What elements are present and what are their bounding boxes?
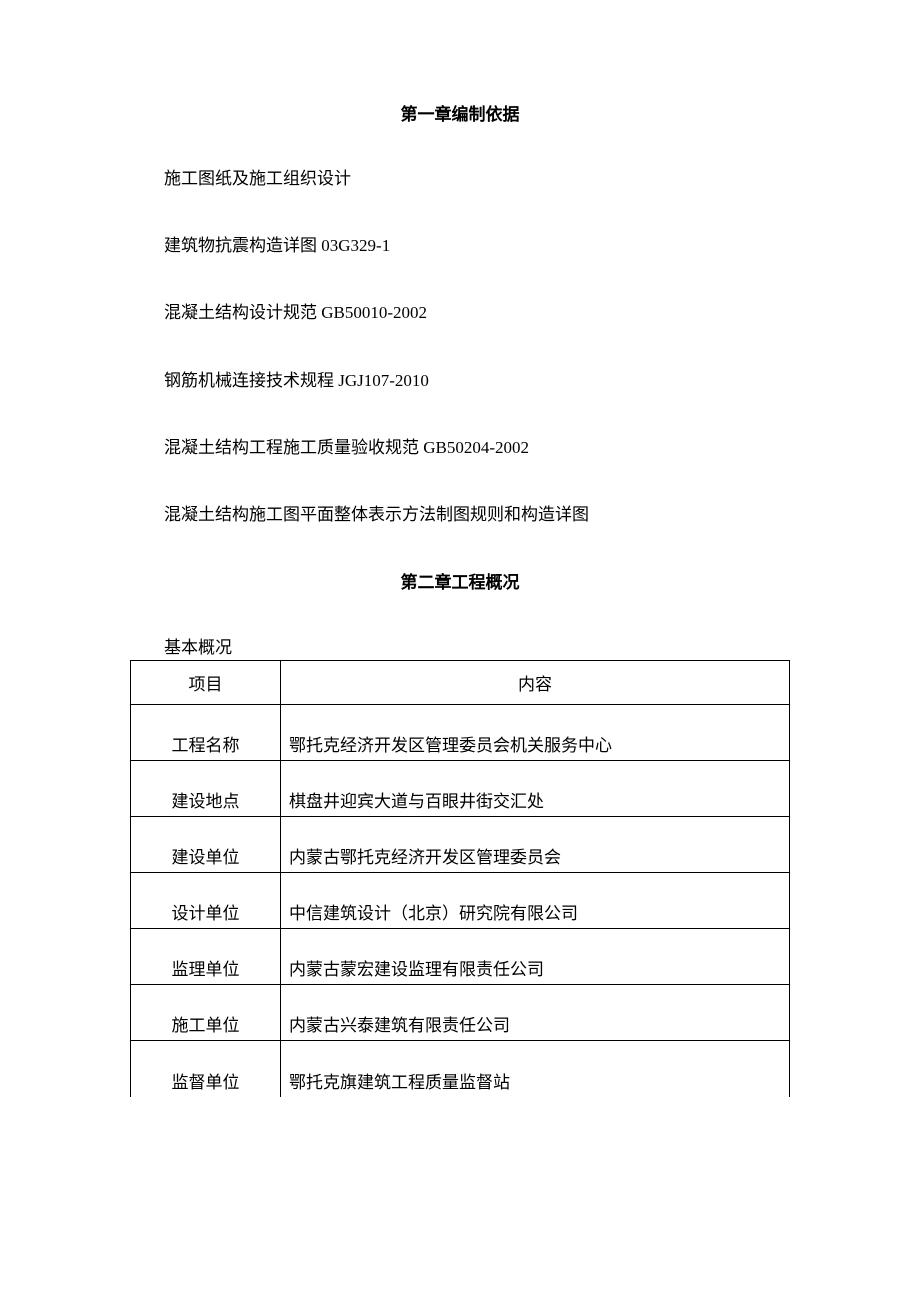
row-label: 建设单位 bbox=[131, 817, 281, 873]
row-label: 监督单位 bbox=[131, 1041, 281, 1097]
row-content: 内蒙古兴泰建筑有限责任公司 bbox=[281, 985, 790, 1041]
table-row: 建设地点 棋盘井迎宾大道与百眼井街交汇处 bbox=[131, 761, 790, 817]
table-header-col1: 项目 bbox=[131, 661, 281, 705]
table-row: 监理单位 内蒙古蒙宏建设监理有限责任公司 bbox=[131, 929, 790, 985]
row-content: 中信建筑设计（北京）研究院有限公司 bbox=[281, 873, 790, 929]
row-label: 施工单位 bbox=[131, 985, 281, 1041]
table-row: 工程名称 鄂托克经济开发区管理委员会机关服务中心 bbox=[131, 705, 790, 761]
project-info-table: 项目 内容 工程名称 鄂托克经济开发区管理委员会机关服务中心 建设地点 棋盘井迎… bbox=[130, 660, 790, 1097]
table-header-col2: 内容 bbox=[281, 661, 790, 705]
row-content: 棋盘井迎宾大道与百眼井街交汇处 bbox=[281, 761, 790, 817]
row-label: 工程名称 bbox=[131, 705, 281, 761]
table-header-row: 项目 内容 bbox=[131, 661, 790, 705]
row-label: 监理单位 bbox=[131, 929, 281, 985]
basis-line-4: 钢筋机械连接技术规程 JGJ107-2010 bbox=[130, 367, 790, 394]
basis-line-2: 建筑物抗震构造详图 03G329-1 bbox=[130, 232, 790, 259]
basis-line-3: 混凝土结构设计规范 GB50010-2002 bbox=[130, 299, 790, 326]
row-content: 内蒙古鄂托克经济开发区管理委员会 bbox=[281, 817, 790, 873]
table-row: 施工单位 内蒙古兴泰建筑有限责任公司 bbox=[131, 985, 790, 1041]
table-row: 建设单位 内蒙古鄂托克经济开发区管理委员会 bbox=[131, 817, 790, 873]
row-label: 设计单位 bbox=[131, 873, 281, 929]
basis-line-1: 施工图纸及施工组织设计 bbox=[130, 165, 790, 192]
table-row: 监督单位 鄂托克旗建筑工程质量监督站 bbox=[131, 1041, 790, 1097]
basis-line-6: 混凝土结构施工图平面整体表示方法制图规则和构造详图 bbox=[130, 501, 790, 528]
table-row: 设计单位 中信建筑设计（北京）研究院有限公司 bbox=[131, 873, 790, 929]
basis-line-5: 混凝土结构工程施工质量验收规范 GB50204-2002 bbox=[130, 434, 790, 461]
row-content: 鄂托克旗建筑工程质量监督站 bbox=[281, 1041, 790, 1097]
row-content: 内蒙古蒙宏建设监理有限责任公司 bbox=[281, 929, 790, 985]
row-content: 鄂托克经济开发区管理委员会机关服务中心 bbox=[281, 705, 790, 761]
row-label: 建设地点 bbox=[131, 761, 281, 817]
chapter2-title: 第二章工程概况 bbox=[130, 568, 790, 593]
table-caption: 基本概况 bbox=[130, 633, 790, 658]
chapter1-title: 第一章编制依据 bbox=[130, 100, 790, 125]
